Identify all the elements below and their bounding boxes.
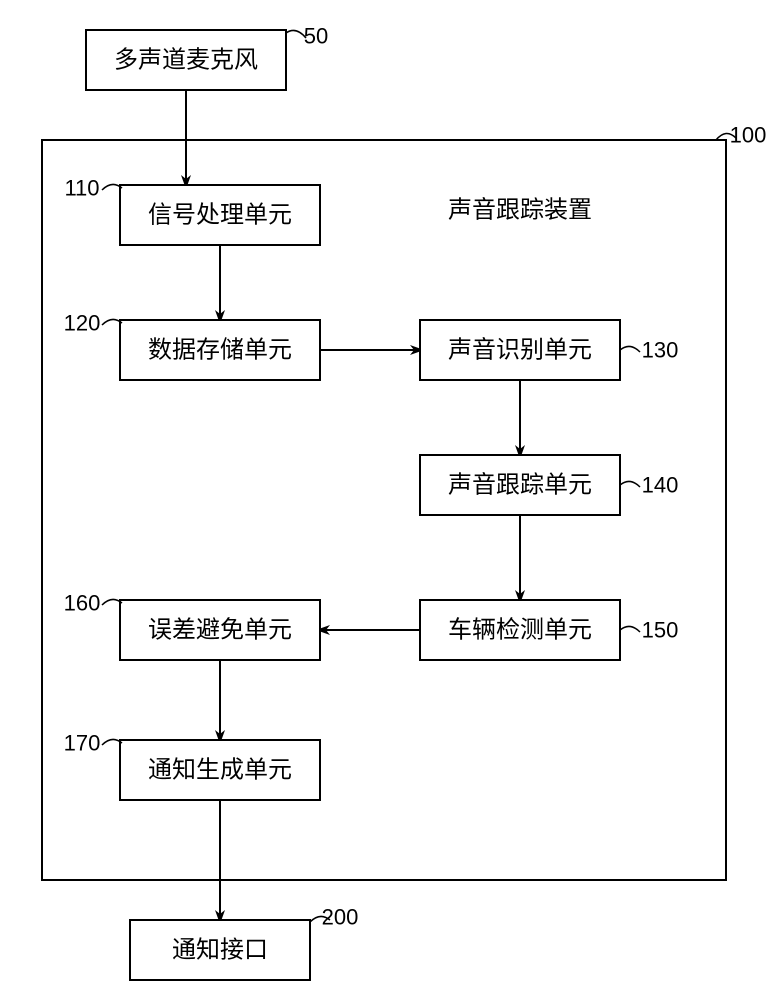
ref-label-n110: 110: [64, 176, 99, 201]
ref-label-n150: 150: [642, 618, 679, 643]
node-n50: 多声道麦克风 50: [86, 24, 328, 91]
node-n130: 声音识别单元 130: [420, 320, 678, 380]
node-label-n160: 误差避免单元: [148, 617, 292, 644]
container-title: 声音跟踪装置: [448, 197, 592, 224]
ref-label-n120: 120: [64, 311, 101, 336]
node-n110: 信号处理单元 110: [64, 176, 320, 246]
ref-label-n140: 140: [642, 473, 679, 498]
node-label-n140: 声音跟踪单元: [448, 472, 592, 499]
node-label-n150: 车辆检测单元: [448, 617, 592, 644]
node-n150: 车辆检测单元 150: [420, 600, 678, 660]
node-n140: 声音跟踪单元 140: [420, 455, 678, 515]
ref-label-n160: 160: [64, 591, 101, 616]
ref-label-100: 100: [730, 123, 767, 148]
ref-curve-n150: [620, 626, 640, 632]
ref-curve-n140: [620, 481, 640, 487]
ref-label-n200: 200: [322, 905, 359, 930]
node-label-n170: 通知生成单元: [148, 757, 292, 784]
ref-label-n50: 50: [304, 24, 328, 49]
node-label-n110: 信号处理单元: [148, 202, 292, 229]
node-n120: 数据存储单元 120: [64, 311, 320, 381]
node-label-n120: 数据存储单元: [148, 337, 292, 364]
ref-label-n170: 170: [64, 731, 101, 756]
node-label-n50: 多声道麦克风: [114, 47, 258, 74]
node-label-n130: 声音识别单元: [448, 337, 592, 364]
node-label-n200: 通知接口: [172, 937, 268, 964]
node-n200: 通知接口 200: [130, 905, 358, 981]
ref-label-n130: 130: [642, 338, 679, 363]
flowchart-svg: 100 声音跟踪装置 多声道麦克风 50 信号处理单元 110 数据存储单元 120 声音识别单…: [0, 0, 774, 1000]
node-n160: 误差避免单元 160: [64, 591, 320, 661]
node-n170: 通知生成单元 170: [64, 731, 320, 801]
ref-curve-n130: [620, 346, 640, 352]
